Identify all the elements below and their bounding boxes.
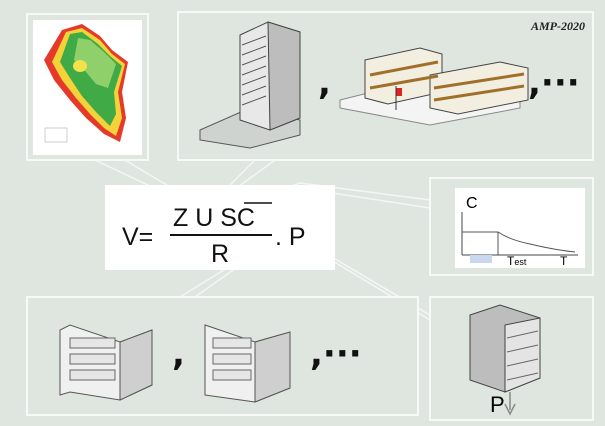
marker-subscript: est [514,257,527,267]
formula-lhs: V= [122,223,153,251]
map-legend [45,128,67,142]
credit-label: AMP-2020 [530,19,585,33]
separator: , [172,334,185,374]
formula-numerator: Z U SC [173,204,255,232]
x-label: T [560,254,568,268]
diagram: , ,··· AMP-2020 V= Z U SC R . P C Test T… [0,0,605,426]
marker-label: Test [507,254,527,268]
y-label: C [466,195,478,212]
page: {"label": "AMP-2020", "formula": {"lhs":… [0,0,605,426]
separator: , [318,63,331,103]
separator: ,··· [528,63,580,103]
load-label: P [490,392,505,417]
zone-patch [73,60,87,72]
formula-tail: . P [275,223,306,251]
period-band [470,255,492,263]
separator: ,··· [310,334,362,374]
formula-denominator: R [211,240,229,268]
